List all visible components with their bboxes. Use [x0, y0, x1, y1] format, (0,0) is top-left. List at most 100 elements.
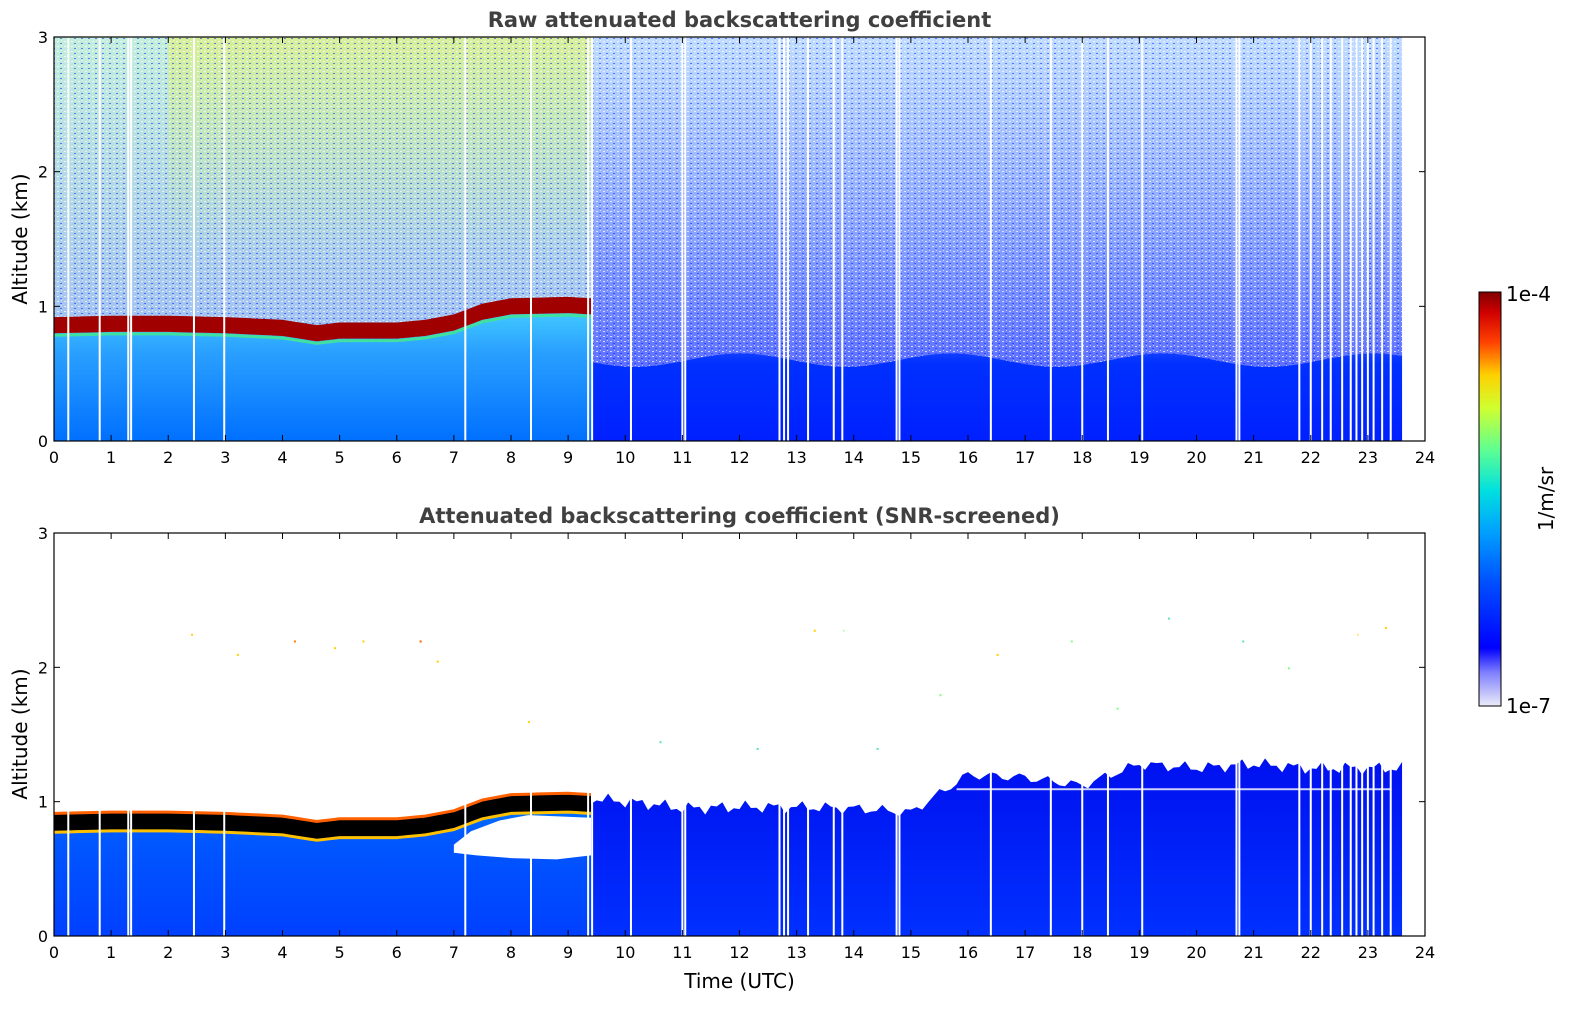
gap-line — [1106, 533, 1109, 936]
gap-line — [787, 37, 790, 441]
gap-line — [1238, 533, 1241, 936]
x-tick-label: 11 — [672, 943, 692, 962]
x-tick-label: 9 — [563, 943, 573, 962]
gap-line — [1349, 37, 1352, 441]
panel-title: Attenuated backscattering coefficient (S… — [419, 504, 1060, 528]
gap-line — [1355, 37, 1358, 441]
gap-line — [629, 533, 632, 936]
gap-line — [98, 37, 101, 441]
gap-line — [1321, 37, 1324, 441]
gap-line — [989, 37, 992, 441]
y-tick-label: 2 — [38, 163, 48, 182]
gap-line — [989, 533, 992, 936]
x-tick-label: 16 — [958, 448, 978, 467]
isolated-pixel — [191, 633, 194, 636]
isolated-pixel — [362, 640, 365, 643]
isolated-pixel — [996, 653, 999, 656]
gap-line — [130, 533, 133, 936]
gap-line — [778, 533, 781, 936]
gap-line — [98, 533, 101, 936]
gap-line — [67, 533, 70, 936]
x-tick-label: 20 — [1186, 448, 1206, 467]
gap-line — [591, 37, 594, 441]
gap-line — [1141, 37, 1144, 441]
gap-line — [1366, 533, 1369, 936]
x-tick-label: 21 — [1243, 943, 1263, 962]
x-tick-label: 23 — [1358, 448, 1378, 467]
gap-line — [1381, 533, 1384, 936]
gap-line — [898, 533, 901, 936]
colorbar-gradient — [1478, 291, 1502, 707]
heatmap-image — [54, 533, 1425, 936]
gap-line — [1372, 37, 1375, 441]
gap-line — [1366, 37, 1369, 441]
isolated-pixel — [236, 653, 239, 656]
isolated-pixel — [333, 647, 336, 650]
gap-line — [1141, 533, 1144, 936]
cloud-layer — [54, 296, 591, 342]
gap-line — [223, 533, 226, 936]
x-tick-label: 0 — [49, 448, 59, 467]
no-data-region — [1402, 533, 1425, 936]
x-tick-label: 3 — [220, 448, 230, 467]
gap-line — [895, 533, 898, 936]
gap-line — [1309, 533, 1312, 936]
gap-line — [684, 533, 687, 936]
x-tick-label: 12 — [729, 448, 749, 467]
x-tick-label: 20 — [1186, 943, 1206, 962]
cloud-layer-saturated — [54, 792, 591, 840]
isolated-pixel — [436, 660, 439, 663]
y-axis-ticks: 0 1 2 3 — [38, 524, 1425, 946]
isolated-pixel — [1116, 707, 1119, 710]
gap-line — [1309, 37, 1312, 441]
gap-line — [895, 37, 898, 441]
y-tick-label: 2 — [38, 658, 48, 677]
gap-line — [1341, 533, 1344, 936]
missing-data-gaps — [67, 533, 1425, 936]
gap-line — [192, 37, 195, 441]
gap-line — [1361, 533, 1364, 936]
y-tick-label: 1 — [38, 297, 48, 316]
x-tick-label: 15 — [901, 448, 921, 467]
x-tick-label: 1 — [106, 448, 116, 467]
gap-line — [1238, 37, 1241, 441]
x-tick-label: 4 — [277, 448, 287, 467]
gap-line — [841, 37, 844, 441]
x-tick-label: 2 — [163, 448, 173, 467]
gap-line — [1355, 533, 1358, 936]
x-tick-label: 17 — [1015, 448, 1035, 467]
x-tick-label: 17 — [1015, 943, 1035, 962]
gap-line — [223, 37, 226, 441]
isolated-pixel — [1070, 640, 1073, 643]
x-tick-label: 24 — [1415, 448, 1435, 467]
gap-line — [1298, 37, 1301, 441]
gap-line — [783, 37, 786, 441]
x-axis-label: Time (UTC) — [683, 969, 795, 993]
x-tick-label: 19 — [1129, 943, 1149, 962]
x-tick-label: 10 — [615, 943, 635, 962]
y-axis-ticks: 0 1 2 3 — [38, 28, 1425, 451]
isolated-pixel — [876, 747, 879, 750]
no-data-region — [1402, 37, 1425, 441]
x-tick-label: 15 — [901, 943, 921, 962]
y-axis-label: Altitude (km) — [8, 668, 32, 799]
x-tick-label: 9 — [563, 448, 573, 467]
below-layer-aerosol — [54, 313, 594, 441]
gap-line — [684, 37, 687, 441]
x-tick-label: 5 — [335, 943, 345, 962]
x-tick-label: 14 — [844, 943, 864, 962]
gap-line — [127, 533, 130, 936]
cloud-layer-edge — [54, 313, 592, 345]
gap-line — [587, 533, 590, 936]
x-tick-label: 8 — [506, 448, 516, 467]
cloud-layer-top-edge — [54, 791, 592, 823]
cloud-layer-bottom-edge — [54, 810, 592, 842]
colorbar-unit-label: 1/m/sr — [1534, 466, 1558, 531]
gap-line — [629, 37, 632, 441]
colorbar-max-label: 1e-4 — [1506, 282, 1551, 306]
gap-line — [529, 37, 532, 441]
x-tick-label: 2 — [163, 943, 173, 962]
gap-line — [1106, 37, 1109, 441]
screened-boundary-layer — [590, 758, 1403, 936]
x-tick-label: 14 — [844, 448, 864, 467]
